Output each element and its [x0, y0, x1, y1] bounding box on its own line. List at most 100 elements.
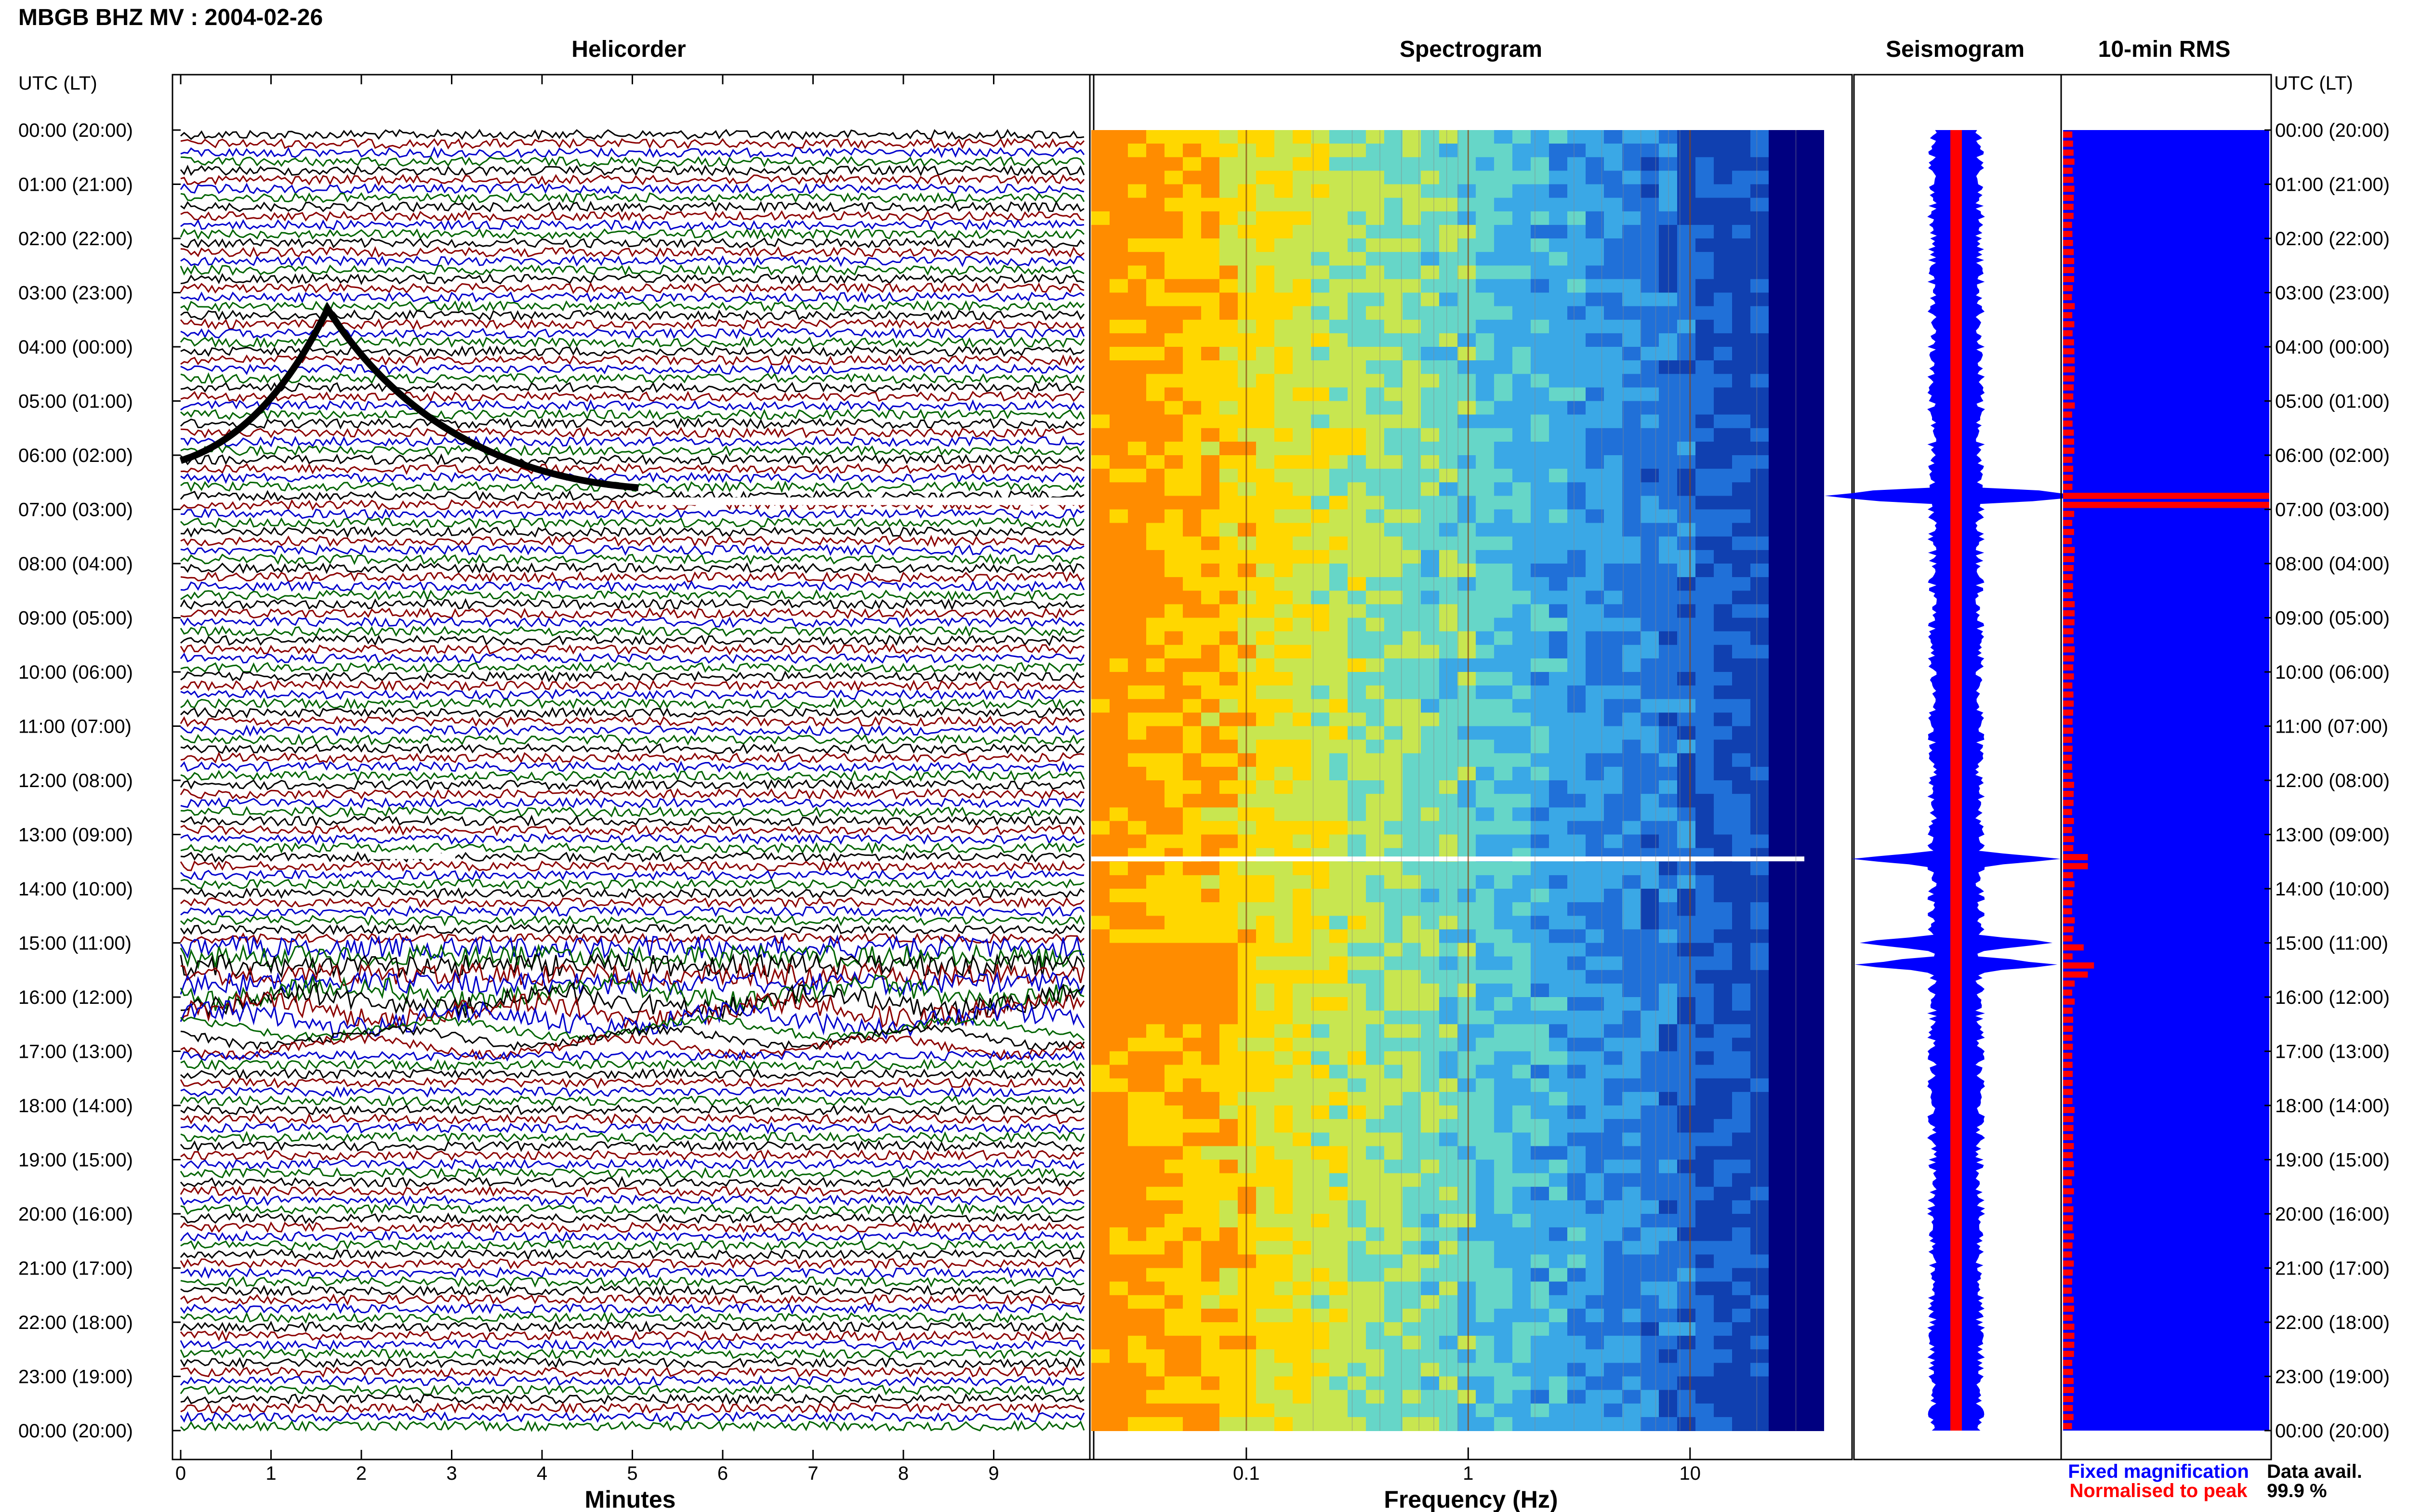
spectrogram-cell [1201, 997, 1220, 1012]
spectrogram-cell [1604, 956, 1623, 971]
spectrogram-cell [1384, 238, 1403, 253]
spectrogram-cell [1128, 1254, 1147, 1269]
spectrogram-cell [1146, 469, 1165, 483]
spectrogram-cell [1366, 644, 1385, 659]
spectrogram-cell [1165, 983, 1183, 998]
rms-bar [2063, 222, 2072, 228]
spectrogram-cell [1366, 753, 1385, 767]
spectrogram-cell [1805, 171, 1824, 185]
rms-title: 10-min RMS [2098, 37, 2231, 62]
spectrogram-cell [1586, 1173, 1604, 1187]
spectrogram-cell [1311, 1132, 1330, 1147]
spectrogram-cell [1256, 1308, 1275, 1323]
spectrogram-cell [1091, 699, 1110, 713]
spectrogram-cell [1348, 292, 1366, 307]
spectrogram-cell [1677, 279, 1696, 293]
spectrogram-cell [1732, 929, 1751, 944]
spectrogram-cell [1622, 672, 1641, 686]
rms-bar [2063, 700, 2074, 707]
spectrogram-cell [1201, 956, 1220, 971]
spectrogram-cell [1403, 644, 1421, 659]
spectrogram-cell [1439, 401, 1458, 415]
spectrogram-cell [1586, 319, 1604, 334]
spectrogram-cell [1219, 943, 1238, 957]
spectrogram-cell [1201, 347, 1220, 361]
spectrogram-cell [1714, 1214, 1733, 1228]
spectrogram-cell [1512, 1308, 1531, 1323]
spectrogram-cell [1329, 929, 1348, 944]
spectrogram-cell [1622, 794, 1641, 808]
spectrogram-cell [1128, 319, 1147, 334]
spectrogram-cell [1348, 319, 1366, 334]
spectrogram-cell [1714, 1051, 1733, 1065]
spectrogram-cell [1165, 1227, 1183, 1242]
spectrogram-cell [1457, 766, 1476, 781]
spectrogram-cell [1439, 482, 1458, 497]
spectrogram-cell [1384, 970, 1403, 984]
spectrogram-cell [1494, 1051, 1513, 1065]
spectrogram-cell [1311, 550, 1330, 564]
spectrogram-cell [1512, 1268, 1531, 1282]
spectrogram-cell [1677, 265, 1696, 280]
rms-frame [2060, 74, 2272, 1460]
spectrogram-cell [1384, 171, 1403, 185]
spectrogram-cell [1091, 360, 1110, 375]
spectrogram-cell [1311, 211, 1330, 225]
spectrogram-cell [1421, 414, 1440, 429]
spectrogram-cell [1512, 1186, 1531, 1201]
spectrogram-cell [1219, 564, 1238, 578]
spectrogram-cell [1494, 956, 1513, 971]
spectrogram-cell [1348, 983, 1366, 998]
spectrogram-cell [1128, 292, 1147, 307]
spectrogram-cell [1238, 956, 1257, 971]
spectrogram-cell [1238, 455, 1257, 470]
spectrogram-cell [1183, 333, 1202, 347]
spectrogram-cell [1165, 577, 1183, 592]
spectrogram-cell [1677, 1119, 1696, 1133]
spectrogram-cell [1787, 1295, 1806, 1309]
spectrogram-cell [1366, 319, 1385, 334]
spectrogram-cell [1110, 956, 1128, 971]
spectrogram-cell [1165, 536, 1183, 551]
spectrogram-cell [1256, 482, 1275, 497]
spectrogram-cell [1183, 658, 1202, 672]
spectrogram-cell [1750, 144, 1769, 158]
right-time-tick: 20:00 (16:00) [2275, 1204, 2390, 1225]
spectrogram-cell [1183, 780, 1202, 795]
spectrogram-cell [1641, 685, 1659, 700]
spectrogram-cell [1805, 319, 1824, 334]
spectrogram-cell [1787, 144, 1806, 158]
spectrogram-cell [1531, 685, 1549, 700]
spectrogram-cell [1531, 523, 1549, 537]
spectrogram-cell [1787, 1119, 1806, 1133]
spectrogram-cell [1439, 171, 1458, 185]
spectrogram-cell [1384, 374, 1403, 388]
spectrogram-cell [1256, 224, 1275, 239]
spectrogram-cell [1274, 224, 1293, 239]
spectrogram-cell [1329, 902, 1348, 917]
spectrogram-cell [1512, 1119, 1531, 1133]
spectrogram-cell [1512, 333, 1531, 347]
spectrogram-cell [1439, 726, 1458, 740]
spectrogram-cell [1787, 428, 1806, 442]
spectrogram-cell [1439, 834, 1458, 849]
spectrogram-cell [1311, 1038, 1330, 1052]
spectrogram-cell [1110, 523, 1128, 537]
spectrogram-cell [1274, 1349, 1293, 1364]
rms-bar [2063, 583, 2073, 590]
spectrogram-cell [1512, 306, 1531, 320]
spectrogram-cell [1531, 1281, 1549, 1296]
rms-bar [2063, 1062, 2073, 1068]
spectrogram-cell [1512, 997, 1531, 1012]
spectrogram-cell [1604, 983, 1623, 998]
spectrogram-cell [1219, 319, 1238, 334]
spectrogram-cell [1732, 1105, 1751, 1120]
spectrogram-cell [1586, 347, 1604, 361]
spectrogram-cell [1494, 1254, 1513, 1269]
spectrogram-cell [1604, 144, 1623, 158]
spectrogram-cell [1476, 726, 1495, 740]
spectrogram-cell [1457, 929, 1476, 944]
spectrogram-cell [1769, 333, 1787, 347]
spectrogram-cell [1366, 1295, 1385, 1309]
spectrogram-cell [1256, 1119, 1275, 1133]
